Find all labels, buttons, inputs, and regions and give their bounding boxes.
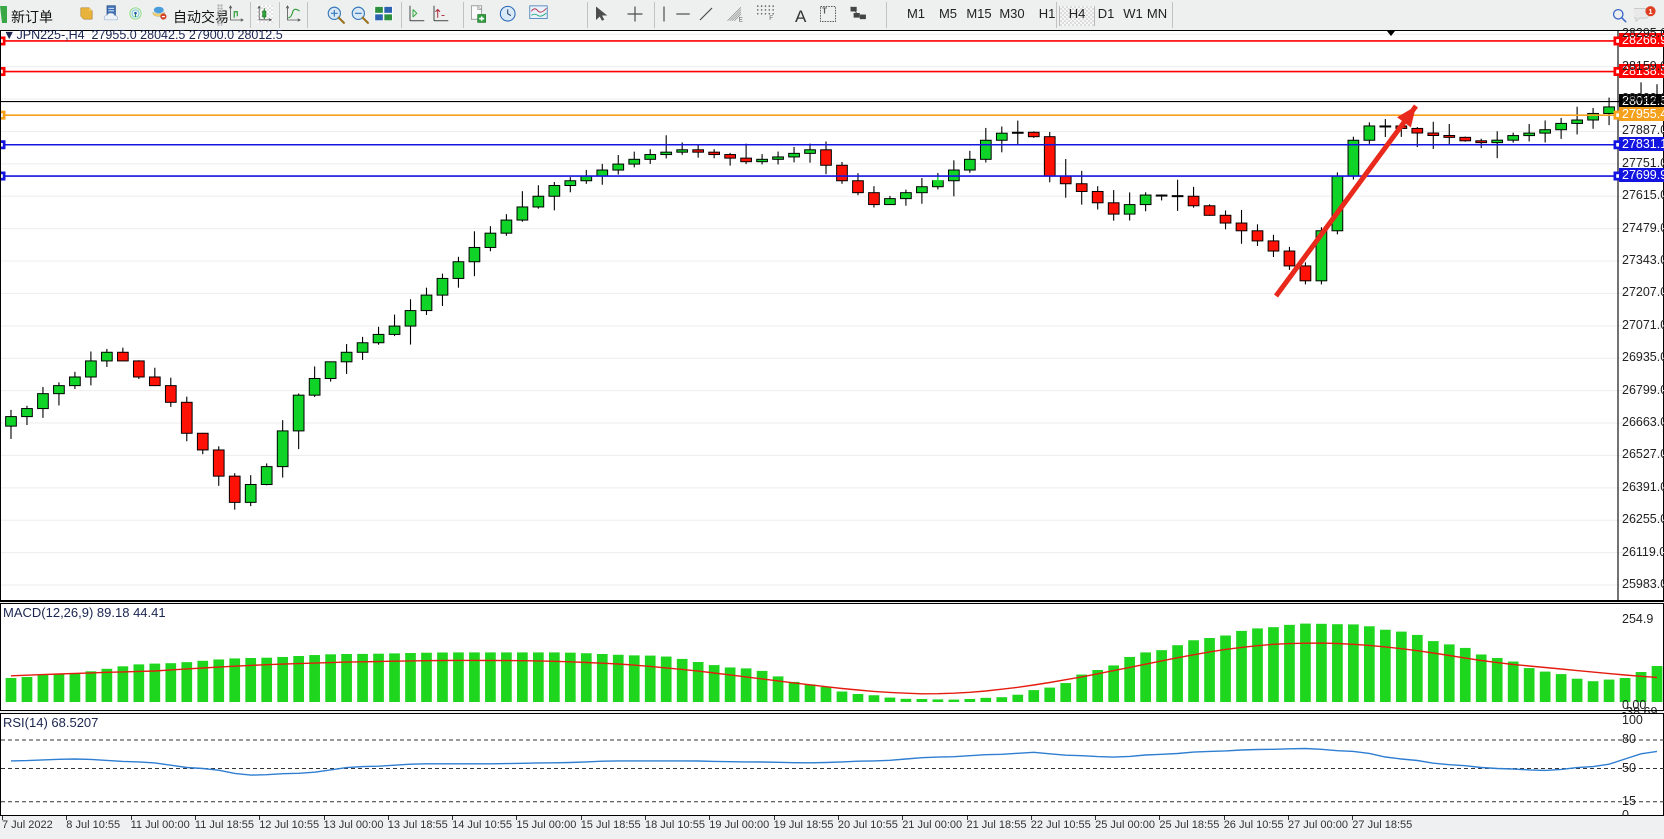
svg-text:T: T (822, 6, 827, 15)
svg-text:E: E (739, 18, 743, 24)
svg-text:1: 1 (1648, 7, 1652, 16)
svg-text:F: F (769, 15, 773, 21)
